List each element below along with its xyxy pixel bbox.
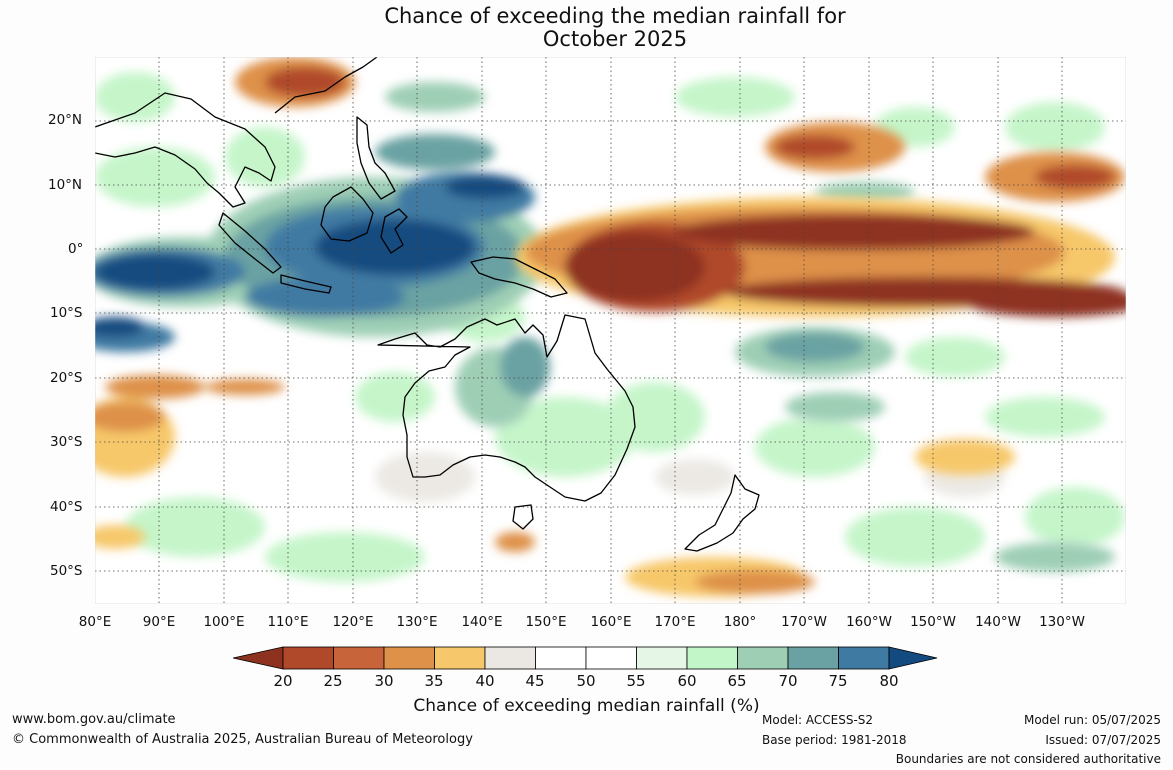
- dry-zones: [95, 57, 1126, 597]
- lon-label-90e: 90°E: [142, 614, 176, 630]
- lat-label-40s: 40°S: [50, 499, 83, 515]
- colorbar-tick-80: 80: [879, 672, 899, 690]
- copyright-text: © Commonwealth of Australia 2025, Austra…: [12, 732, 473, 747]
- model-run-text: Model run: 05/07/2025: [1023, 713, 1161, 727]
- map-title-line-1: Chance of exceeding the median rainfall …: [384, 4, 846, 28]
- lon-label-150e: 150°E: [525, 614, 567, 630]
- colorbar-tick-50: 50: [576, 672, 596, 690]
- lon-label-170w: 170°W: [781, 614, 827, 630]
- colorbar-tick-60: 60: [677, 672, 697, 690]
- colorbar-segment: [838, 646, 890, 670]
- colorbar-segment: [282, 646, 334, 670]
- colorbar-tick-30: 30: [374, 672, 394, 690]
- lon-label-160w: 160°W: [846, 614, 892, 630]
- colorbar-segment: [434, 646, 486, 670]
- colorbar-segment: [585, 646, 637, 670]
- lat-label-10s: 10°S: [50, 305, 83, 321]
- philippines-coastline: [356, 116, 396, 200]
- website-link[interactable]: www.bom.gov.au/climate: [12, 712, 176, 727]
- colorbar-arrow-low: [233, 646, 284, 670]
- light-rainfall-zones: [95, 72, 1125, 582]
- lat-label-30s: 30°S: [50, 434, 83, 450]
- lon-label-110e: 110°E: [267, 614, 309, 630]
- colorbar-tick-20: 20: [273, 672, 293, 690]
- colorbar-tick-45: 45: [525, 672, 545, 690]
- colorbar-arrow-high: [888, 646, 938, 670]
- mainland-asia-coastline: [95, 92, 276, 208]
- tasmania-coastline: [512, 504, 534, 530]
- lon-label-130w: 130°W: [1039, 614, 1085, 630]
- borneo-coastline: [320, 186, 374, 242]
- lat-label-10n: 10°N: [48, 177, 83, 193]
- colorbar-segment: [636, 646, 688, 670]
- colorbar-tick-40: 40: [475, 672, 495, 690]
- wet-zones: [95, 82, 1115, 572]
- map-title-line-2: October 2025: [542, 27, 688, 51]
- model-text: Model: ACCESS-S2: [762, 713, 874, 727]
- lon-label-140w: 140°W: [975, 614, 1021, 630]
- colorbar-tick-75: 75: [828, 672, 848, 690]
- australia-coastline: [377, 314, 636, 502]
- lon-label-170e: 170°E: [654, 614, 696, 630]
- sumatra-coastline: [218, 212, 282, 274]
- colorbar-segment: [535, 646, 587, 670]
- lon-label-180: 180°: [723, 614, 757, 630]
- lon-label-150w: 150°W: [910, 614, 956, 630]
- lon-label-100e: 100°E: [203, 614, 245, 630]
- java-coastline: [280, 274, 332, 294]
- base-period-text: Base period: 1981-2018: [762, 733, 907, 747]
- colorbar-segment: [737, 646, 789, 670]
- colorbar-segment: [686, 646, 738, 670]
- sulawesi-coastline: [380, 208, 408, 254]
- lon-label-80e: 80°E: [78, 614, 112, 630]
- colorbar-title: Chance of exceeding median rainfall (%): [413, 696, 760, 716]
- lon-label-160e: 160°E: [590, 614, 632, 630]
- colorbar-segment: [787, 646, 839, 670]
- colorbar-tick-55: 55: [626, 672, 646, 690]
- colorbar: [233, 646, 938, 670]
- colorbar-tick-65: 65: [727, 672, 747, 690]
- colorbar-segment: [333, 646, 385, 670]
- colorbar-segment: [383, 646, 435, 670]
- rainfall-probability-map: [95, 57, 1126, 604]
- lat-label-50s: 50°S: [50, 563, 83, 579]
- issued-text: Issued: 07/07/2025: [1045, 733, 1161, 747]
- lon-label-130e: 130°E: [396, 614, 438, 630]
- colorbar-tick-25: 25: [323, 672, 343, 690]
- colorbar-tick-35: 35: [424, 672, 444, 690]
- lon-label-120e: 120°E: [332, 614, 374, 630]
- colorbar-segment: [484, 646, 536, 670]
- coastlines: [95, 57, 760, 552]
- new-zealand-coastline: [684, 474, 760, 552]
- lat-label-20s: 20°S: [50, 370, 83, 386]
- colorbar-tick-70: 70: [778, 672, 798, 690]
- lat-label-equator: 0°: [68, 241, 84, 257]
- china-coastline: [274, 57, 378, 114]
- disclaimer-text: Boundaries are not considered authoritat…: [895, 752, 1161, 766]
- lat-label-20n: 20°N: [48, 112, 83, 128]
- lon-label-140e: 140°E: [461, 614, 503, 630]
- new-guinea-coastline: [470, 256, 568, 298]
